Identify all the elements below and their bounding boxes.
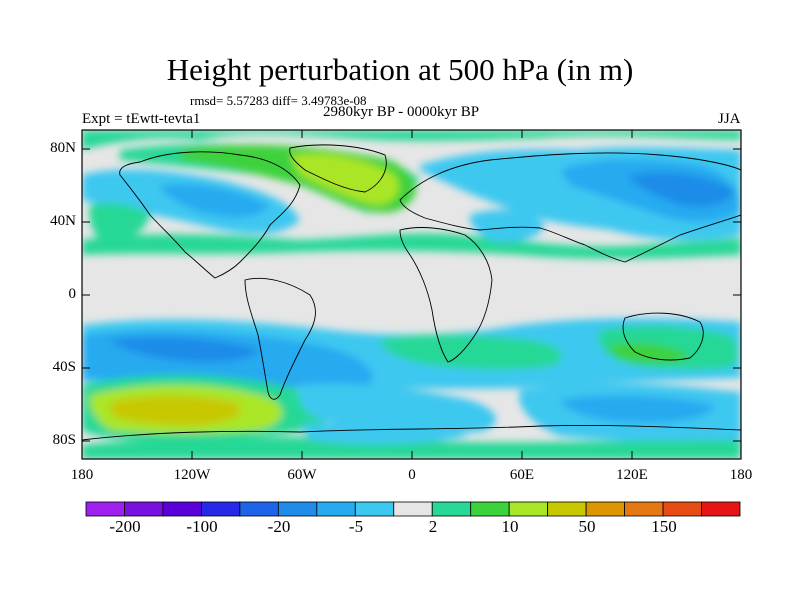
lat-tick-40s: 40S bbox=[52, 359, 76, 375]
lat-tick-80s: 80S bbox=[52, 432, 76, 448]
contour-south-deep bbox=[110, 336, 260, 363]
lon-tick-60w: 60W bbox=[287, 467, 317, 483]
colorbar-label: 50 bbox=[578, 517, 596, 536]
lon-tick-180e: 180 bbox=[729, 467, 753, 483]
lat-tick-0: 0 bbox=[68, 286, 77, 302]
lon-tick-60e: 60E bbox=[509, 467, 535, 483]
lat-tick-40n: 40N bbox=[50, 213, 76, 229]
contour-africa-cyan bbox=[469, 209, 545, 242]
colorbar-label: -5 bbox=[348, 517, 364, 536]
colorbar-label: -100 bbox=[186, 517, 218, 536]
coast-africa bbox=[399, 227, 493, 363]
colorbar-swatch bbox=[124, 501, 164, 517]
stats-line: rmsd= 5.57283 diff= 3.49783e-08 bbox=[190, 93, 367, 108]
tick-marks bbox=[81, 130, 742, 459]
period-label: 2980kyr BP - 0000kyr BP bbox=[323, 104, 480, 120]
contour-pacific-green bbox=[89, 203, 150, 242]
contour-namerica-deep bbox=[160, 183, 270, 218]
colorbar-swatch bbox=[277, 501, 318, 517]
coast-north-america bbox=[119, 151, 301, 279]
map-title: Height perturbation at 500 hPa (in m) bbox=[166, 52, 634, 87]
colorbar-swatch bbox=[701, 501, 741, 517]
lon-tick-120w: 120W bbox=[173, 467, 211, 483]
coast-south-america bbox=[244, 277, 316, 400]
colorbar bbox=[85, 501, 741, 517]
coast-eurasia bbox=[399, 152, 741, 263]
colorbar-label: 150 bbox=[651, 517, 677, 536]
colorbar-label: 10 bbox=[501, 517, 519, 536]
season-label: JJA bbox=[718, 111, 741, 127]
colorbar-swatch bbox=[547, 501, 587, 517]
colorbar-swatch bbox=[85, 501, 125, 517]
colorbar-label: 2 bbox=[428, 517, 438, 536]
colorbar-swatch bbox=[354, 501, 395, 517]
coastlines bbox=[82, 144, 741, 441]
contour-south-yellow bbox=[110, 395, 241, 426]
coast-antarctica bbox=[82, 425, 741, 441]
contour-indian-green bbox=[380, 334, 562, 370]
colorbar-swatch bbox=[585, 501, 625, 517]
contour-antarctic-cyan bbox=[300, 423, 470, 445]
contour-north-green bbox=[82, 130, 741, 150]
contour-south-indian-deep bbox=[560, 395, 715, 423]
colorbar-swatch bbox=[508, 501, 549, 517]
colorbar-swatch bbox=[162, 501, 202, 517]
colorbar-swatch bbox=[431, 501, 472, 517]
contour-australia-lime bbox=[609, 343, 690, 364]
colorbar-label: -20 bbox=[267, 517, 291, 536]
lon-tick-0: 0 bbox=[408, 467, 416, 483]
colorbar-swatch bbox=[201, 501, 241, 517]
colorbar-swatch bbox=[316, 501, 356, 517]
colorbar-swatch bbox=[470, 501, 510, 517]
contour-tropical-band bbox=[82, 233, 741, 259]
colorbar-swatch bbox=[393, 501, 433, 517]
contour-antarctic-green bbox=[82, 436, 741, 459]
contour-greenland-yellow bbox=[290, 153, 399, 205]
contour-asia-core bbox=[630, 172, 735, 207]
colorbar-label: -200 bbox=[109, 517, 141, 536]
contour-field bbox=[82, 130, 741, 459]
coast-greenland bbox=[289, 144, 387, 193]
coast-australia bbox=[622, 312, 704, 361]
lon-tick-180w: 180 bbox=[70, 467, 94, 483]
lon-tick-120e: 120E bbox=[616, 467, 648, 483]
colorbar-swatch bbox=[239, 501, 279, 517]
colorbar-swatch bbox=[624, 501, 664, 517]
lat-tick-80n: 80N bbox=[50, 140, 76, 156]
experiment-label: Expt = tEwtt-tevta1 bbox=[82, 111, 201, 127]
colorbar-swatch bbox=[662, 501, 702, 517]
contour-se-pacific-cyan bbox=[298, 383, 497, 434]
